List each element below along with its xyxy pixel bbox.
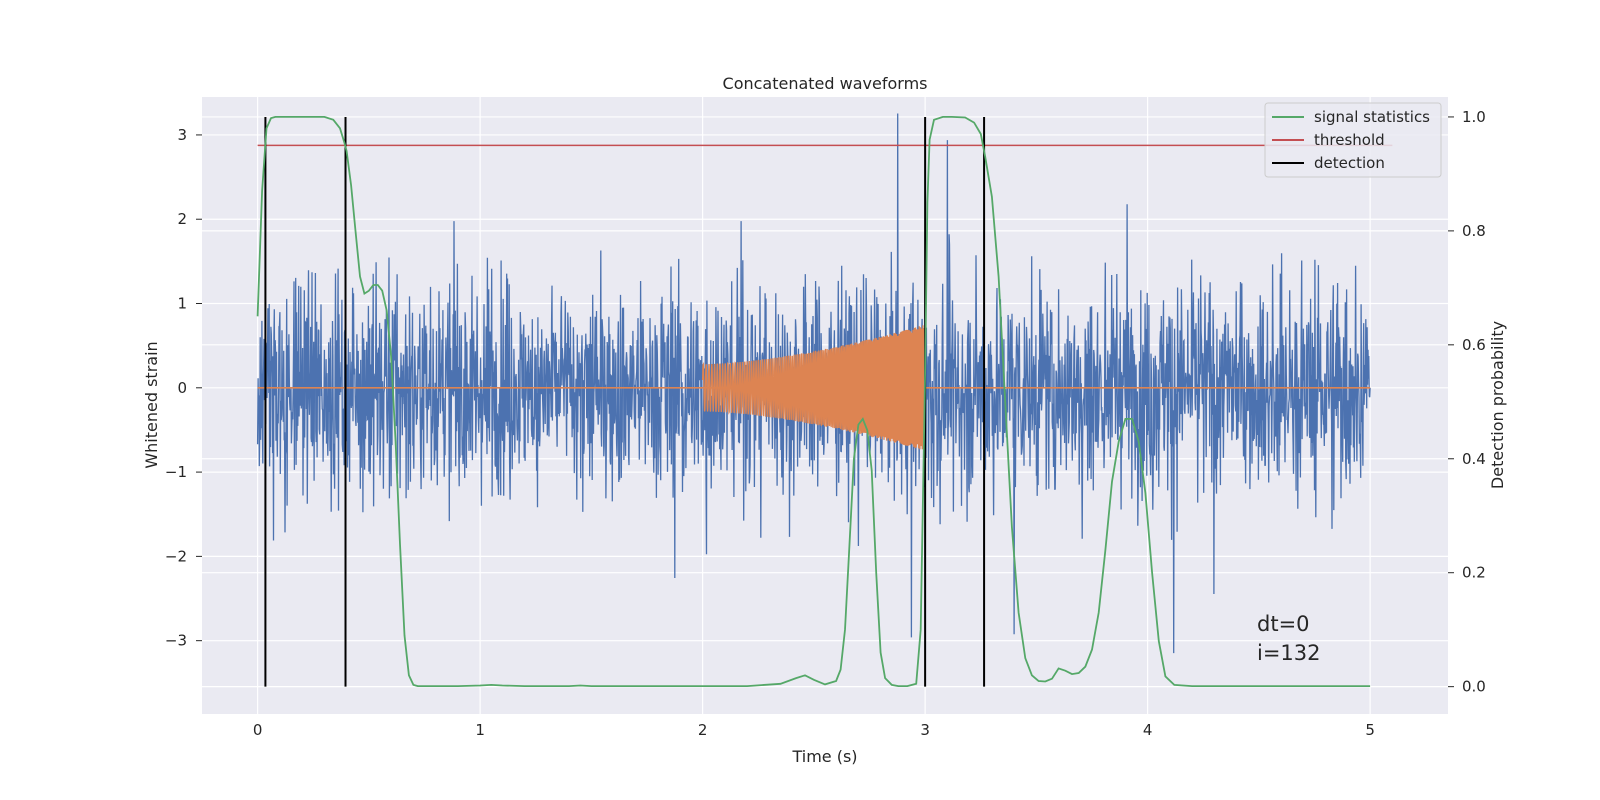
x-axis: 0 1 2 3 4 5 bbox=[253, 721, 1375, 739]
left-y-axis: −3 −2 −1 0 1 2 3 bbox=[165, 126, 202, 650]
y2-axis-label: Detection probability bbox=[1488, 321, 1507, 489]
y2-tick-label: 1.0 bbox=[1462, 108, 1486, 126]
y2-tick-label: 0.0 bbox=[1462, 678, 1486, 696]
injection-series-line bbox=[701, 325, 926, 450]
y2-tick-label: 0.6 bbox=[1462, 336, 1486, 354]
x-tick-label: 1 bbox=[475, 721, 485, 739]
y-tick-label: 1 bbox=[177, 295, 187, 313]
legend-label-detection: detection bbox=[1314, 154, 1385, 172]
signal-statistics-line bbox=[256, 116, 1371, 687]
annotation-index: i=132 bbox=[1257, 641, 1321, 665]
y-tick-label: −3 bbox=[165, 632, 187, 650]
y2-tick-label: 0.8 bbox=[1462, 222, 1486, 240]
right-y-axis: 0.0 0.2 0.4 0.6 0.8 1.0 bbox=[1448, 108, 1486, 696]
legend-label-threshold: threshold bbox=[1314, 131, 1385, 149]
x-tick-label: 5 bbox=[1365, 721, 1375, 739]
y-tick-label: 3 bbox=[177, 126, 187, 144]
y-axis-label: Whitened strain bbox=[142, 341, 161, 468]
x-tick-label: 4 bbox=[1143, 721, 1153, 739]
y2-tick-label: 0.4 bbox=[1462, 450, 1486, 468]
chart-title: Concatenated waveforms bbox=[723, 74, 928, 93]
y-tick-label: −2 bbox=[165, 547, 187, 565]
x-tick-label: 0 bbox=[253, 721, 263, 739]
y-tick-label: 0 bbox=[177, 379, 187, 397]
legend-box bbox=[1264, 102, 1442, 178]
annotation-dt: dt=0 bbox=[1257, 612, 1310, 636]
x-tick-label: 3 bbox=[920, 721, 930, 739]
legend: signal statistics threshold detection bbox=[1264, 102, 1442, 178]
legend-label-signal-statistics: signal statistics bbox=[1314, 108, 1430, 126]
y2-tick-label: 0.2 bbox=[1462, 564, 1486, 582]
x-axis-label: Time (s) bbox=[791, 747, 857, 766]
y-tick-label: 2 bbox=[177, 210, 187, 228]
y-tick-label: −1 bbox=[165, 463, 187, 481]
x-tick-label: 2 bbox=[698, 721, 708, 739]
